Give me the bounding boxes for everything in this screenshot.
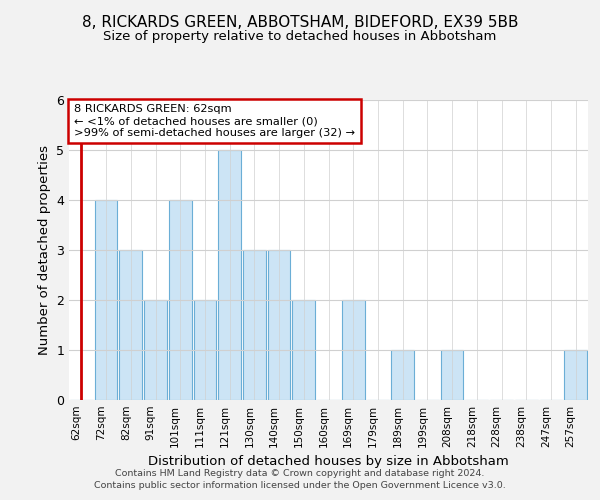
Bar xyxy=(441,350,463,400)
Bar xyxy=(292,300,315,400)
Bar xyxy=(243,250,266,400)
Text: 8, RICKARDS GREEN, ABBOTSHAM, BIDEFORD, EX39 5BB: 8, RICKARDS GREEN, ABBOTSHAM, BIDEFORD, … xyxy=(82,15,518,30)
Text: Contains public sector information licensed under the Open Government Licence v3: Contains public sector information licen… xyxy=(94,481,506,490)
Text: Size of property relative to detached houses in Abbotsham: Size of property relative to detached ho… xyxy=(103,30,497,43)
Text: 8 RICKARDS GREEN: 62sqm
← <1% of detached houses are smaller (0)
>99% of semi-de: 8 RICKARDS GREEN: 62sqm ← <1% of detache… xyxy=(74,104,355,138)
Bar xyxy=(119,250,142,400)
Y-axis label: Number of detached properties: Number of detached properties xyxy=(38,145,50,355)
Bar xyxy=(169,200,191,400)
Bar xyxy=(194,300,216,400)
X-axis label: Distribution of detached houses by size in Abbotsham: Distribution of detached houses by size … xyxy=(148,456,509,468)
Bar xyxy=(342,300,365,400)
Text: Contains HM Land Registry data © Crown copyright and database right 2024.: Contains HM Land Registry data © Crown c… xyxy=(115,468,485,477)
Bar xyxy=(268,250,290,400)
Bar xyxy=(144,300,167,400)
Bar xyxy=(564,350,587,400)
Bar xyxy=(218,150,241,400)
Bar xyxy=(391,350,414,400)
Bar xyxy=(95,200,118,400)
